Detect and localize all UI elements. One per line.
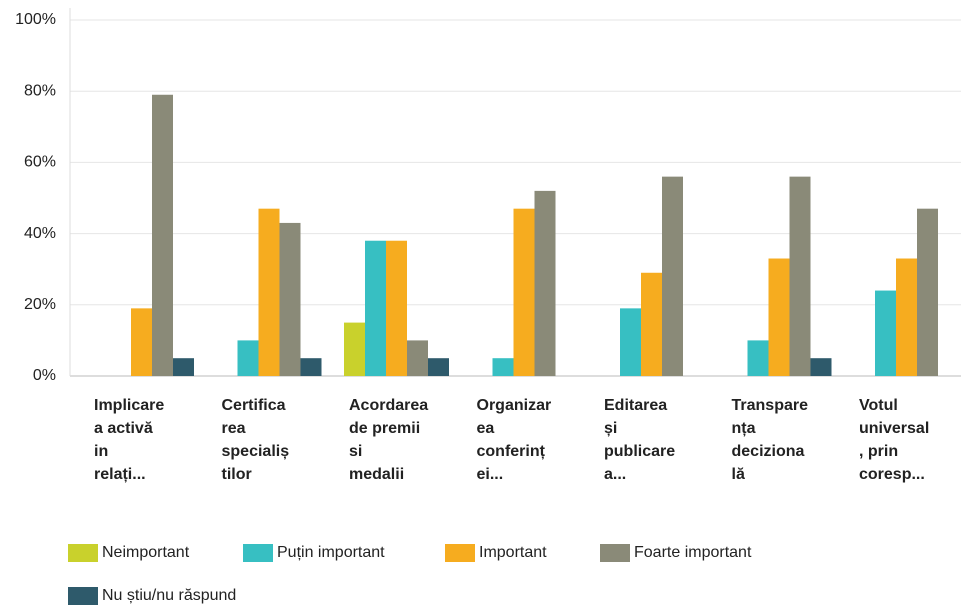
x-tick-label: Implicare a activă in relați... bbox=[94, 397, 164, 483]
bar bbox=[237, 340, 259, 376]
x-tick-line: universal bbox=[859, 420, 929, 437]
x-tick-line: tilor bbox=[222, 466, 252, 483]
x-tick-label: Acordarea de premii si medalii bbox=[349, 397, 428, 483]
x-tick-label: Transpare nța deciziona lă bbox=[732, 397, 809, 483]
x-tick-line: si bbox=[349, 443, 362, 460]
legend-swatch bbox=[68, 587, 98, 605]
x-tick-label: Certifica rea specialiș tilor bbox=[222, 397, 290, 483]
bar bbox=[131, 308, 152, 376]
x-tick-line: rea bbox=[222, 420, 246, 437]
legend-swatch bbox=[600, 544, 630, 562]
legend-label: Puțin important bbox=[277, 544, 385, 561]
x-tick-line: Implicare bbox=[94, 397, 164, 414]
bar bbox=[152, 94, 173, 376]
x-tick-line: in bbox=[94, 443, 108, 460]
bar bbox=[173, 358, 194, 376]
legend-label: Important bbox=[479, 544, 547, 561]
bar bbox=[641, 272, 662, 376]
x-tick-line: publicare bbox=[604, 443, 675, 460]
x-tick-line: specialiș bbox=[222, 443, 290, 460]
y-tick-label: 20% bbox=[24, 296, 56, 313]
x-tick-line: și bbox=[604, 420, 617, 437]
y-tick-label: 60% bbox=[24, 154, 56, 171]
y-tick-label: 100% bbox=[15, 11, 56, 28]
legend-swatch bbox=[68, 544, 98, 562]
bar bbox=[768, 258, 790, 376]
x-tick-line: Certifica bbox=[222, 397, 286, 414]
x-tick-label: Organizar ea conferinț ei... bbox=[477, 397, 552, 483]
bar bbox=[810, 358, 832, 376]
legend-label: Nu știu/nu răspund bbox=[102, 587, 236, 604]
x-tick-line: ei... bbox=[477, 466, 504, 483]
bar bbox=[492, 358, 514, 376]
legend-swatch bbox=[243, 544, 273, 562]
x-tick-line: Acordarea bbox=[349, 397, 428, 414]
x-tick-line: Organizar bbox=[477, 397, 552, 414]
x-tick-line: nța bbox=[732, 420, 756, 437]
x-tick-line: a activă bbox=[94, 420, 153, 437]
bar bbox=[300, 358, 322, 376]
bar bbox=[917, 208, 938, 376]
x-tick-label: Votul universal , prin coresp... bbox=[859, 397, 929, 483]
x-tick-line: lă bbox=[732, 466, 745, 483]
x-tick-label: Editarea și publicare a... bbox=[604, 397, 675, 483]
bar bbox=[344, 322, 365, 376]
bar bbox=[428, 358, 449, 376]
legend-swatch bbox=[445, 544, 475, 562]
y-tick-label: 40% bbox=[24, 225, 56, 242]
x-tick-line: ea bbox=[477, 420, 495, 437]
x-tick-line: medalii bbox=[349, 466, 404, 483]
x-tick-line: Votul bbox=[859, 397, 898, 414]
bar bbox=[534, 190, 556, 376]
x-tick-line: de premii bbox=[349, 420, 420, 437]
x-tick-line: Editarea bbox=[604, 397, 667, 414]
bar bbox=[386, 240, 407, 376]
x-tick-line: coresp... bbox=[859, 466, 925, 483]
x-tick-line: a... bbox=[604, 466, 626, 483]
x-tick-line: Transpare bbox=[732, 397, 809, 414]
bar bbox=[875, 290, 896, 376]
bar bbox=[513, 208, 535, 376]
bar bbox=[258, 208, 280, 376]
x-tick-line: deciziona bbox=[732, 443, 805, 460]
y-tick-label: 80% bbox=[24, 82, 56, 99]
bar bbox=[896, 258, 917, 376]
bar bbox=[662, 176, 683, 376]
bar bbox=[407, 340, 428, 376]
legend-label: Neimportant bbox=[102, 544, 190, 561]
x-tick-line: conferinț bbox=[477, 443, 546, 460]
y-tick-label: 0% bbox=[33, 367, 56, 384]
x-tick-line: relați... bbox=[94, 466, 146, 483]
x-tick-line: , prin bbox=[859, 443, 898, 460]
bar bbox=[747, 340, 769, 376]
bar bbox=[279, 222, 301, 376]
bar bbox=[365, 240, 386, 376]
bar bbox=[620, 308, 641, 376]
legend-label: Foarte important bbox=[634, 544, 752, 561]
bar bbox=[789, 176, 811, 376]
